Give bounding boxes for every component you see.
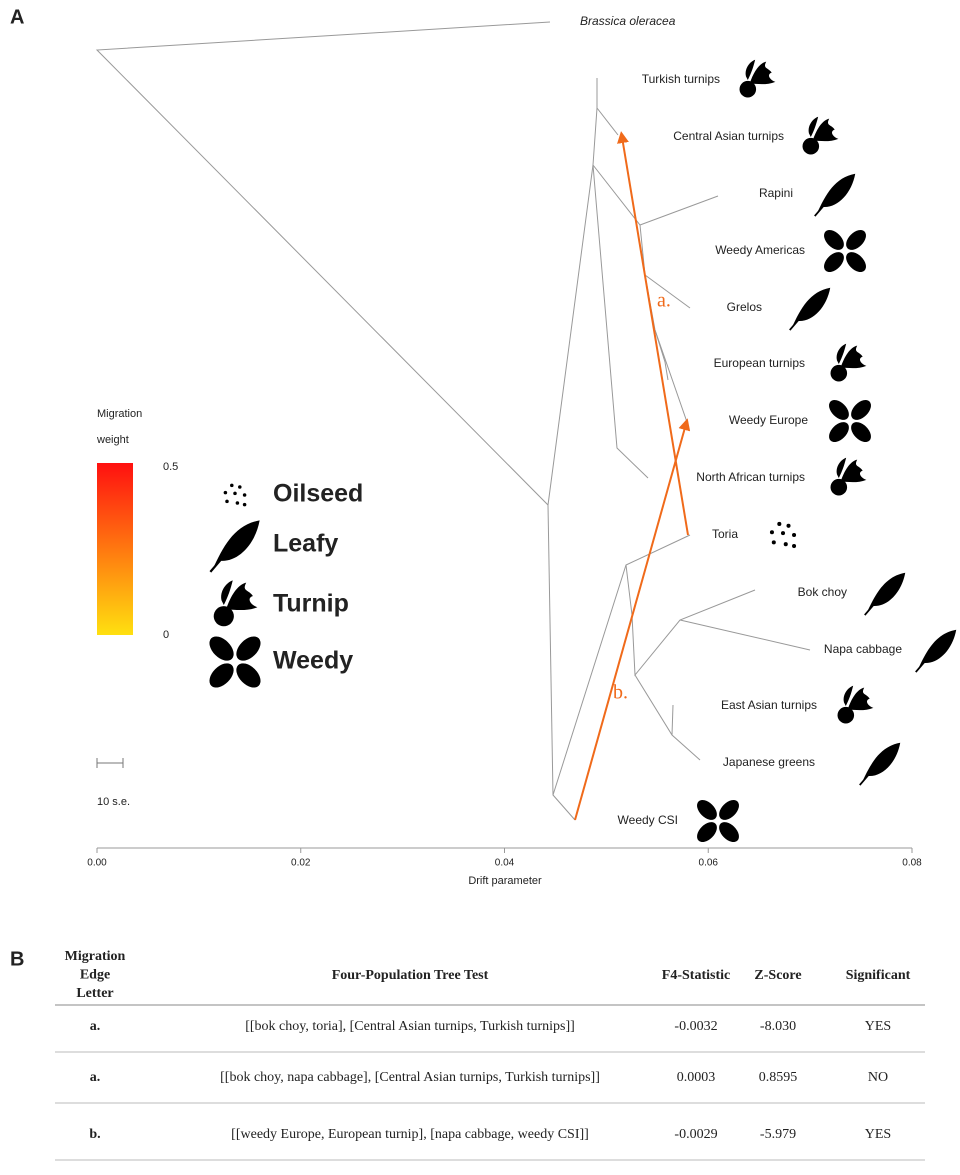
icon <box>788 286 832 332</box>
x-tick-label: 0.04 <box>495 858 515 869</box>
edge <box>596 107 619 136</box>
icon <box>914 628 958 674</box>
tree-edges <box>95 21 811 821</box>
x-tick-label: 0.00 <box>87 858 107 869</box>
icon <box>830 457 867 496</box>
migration-edge <box>617 131 689 536</box>
table-cell: b. <box>89 1127 100 1142</box>
legend-title: weight <box>96 434 129 446</box>
edge <box>671 704 674 736</box>
icon <box>825 396 875 446</box>
table-cell: a. <box>90 1070 101 1085</box>
leaf-label: Central Asian turnips <box>673 129 784 143</box>
table-header: Z-Score <box>754 968 801 983</box>
leaf-label: Weedy Americas <box>715 243 805 257</box>
legend-max: 0.5 <box>163 461 178 473</box>
table-cell: YES <box>865 1019 891 1034</box>
leaf-label: Weedy CSI <box>618 813 678 827</box>
legend-min: 0 <box>163 629 169 641</box>
type-legend-label: Leafy <box>273 530 338 558</box>
leaf-label: European turnips <box>714 356 805 370</box>
leaf-label: Japanese greens <box>723 755 815 769</box>
migration-label: a. <box>657 290 671 312</box>
edge <box>634 674 701 761</box>
edge <box>654 329 669 381</box>
icon <box>858 741 902 787</box>
icon <box>820 226 870 276</box>
leaf-label: East Asian turnips <box>721 698 817 712</box>
table-cell: -8.030 <box>760 1019 796 1034</box>
table-cell: 0.0003 <box>677 1070 716 1085</box>
x-axis-label: Drift parameter <box>468 875 542 887</box>
icon <box>209 519 261 574</box>
table-header: Letter <box>76 986 113 1001</box>
edge <box>552 534 691 796</box>
leaf-label: Brassica oleracea <box>580 14 676 28</box>
legend-title: Migration <box>97 408 142 420</box>
type-legend-label: Oilseed <box>273 480 363 508</box>
icon <box>223 483 247 507</box>
table-cell: [[bok choy, toria], [Central Asian turni… <box>245 1019 575 1034</box>
x-tick-label: 0.06 <box>699 858 719 869</box>
icon <box>769 521 797 549</box>
leaf-label: Napa cabbage <box>824 642 902 656</box>
table-header: F4-Statistic <box>662 968 730 983</box>
panel-label: B <box>10 948 24 970</box>
edge <box>592 164 719 226</box>
leaf-label: North African turnips <box>696 470 805 484</box>
leaf-label: Bok choy <box>798 585 847 599</box>
panel-label: A <box>10 6 24 28</box>
leaf-label: Rapini <box>759 186 793 200</box>
icon <box>693 796 743 846</box>
edge <box>592 164 649 479</box>
leaf-label: Toria <box>712 527 738 541</box>
scale-bar <box>96 758 124 768</box>
icon <box>813 172 857 218</box>
table-cell: NO <box>868 1070 888 1085</box>
type-legend-label: Turnip <box>273 590 349 618</box>
x-tick-label: 0.02 <box>291 858 311 869</box>
migration-edge <box>574 418 691 821</box>
table-header: Edge <box>80 968 110 983</box>
weight-gradient <box>97 463 133 635</box>
table-cell: 0.8595 <box>759 1070 798 1085</box>
icon <box>213 580 258 627</box>
table-header: Significant <box>846 968 911 983</box>
edge <box>95 21 598 507</box>
table-cell: [[weedy Europe, European turnip], [napa … <box>231 1127 589 1142</box>
icon <box>863 571 907 617</box>
x-tick-label: 0.08 <box>902 858 922 869</box>
table-cell: -0.0032 <box>674 1019 717 1034</box>
table-cell: YES <box>865 1127 891 1142</box>
table-cell: -5.979 <box>760 1127 796 1142</box>
icon <box>830 343 867 382</box>
table-header: Migration <box>65 949 126 964</box>
scale-bar-label: 10 s.e. <box>97 796 130 808</box>
leaf-label: Weedy Europe <box>729 413 808 427</box>
icon <box>204 631 266 693</box>
edge <box>547 504 576 821</box>
leaf-label: Turkish turnips <box>642 72 720 86</box>
edge <box>625 564 756 677</box>
icon <box>802 116 839 155</box>
type-legend-label: Weedy <box>273 647 353 675</box>
table-cell: a. <box>90 1019 101 1034</box>
edge <box>679 619 811 651</box>
icon <box>739 59 776 98</box>
dynamic: Brassica oleracea Turkish turnips Central … <box>55 14 958 1161</box>
table-cell: [[bok choy, napa cabbage], [Central Asia… <box>220 1070 600 1085</box>
table-header: Four-Population Tree Test <box>332 968 489 983</box>
table-cell: -0.0029 <box>674 1127 717 1142</box>
migration-label: b. <box>613 682 628 704</box>
icon <box>837 685 874 724</box>
leaf-label: Grelos <box>727 300 762 314</box>
